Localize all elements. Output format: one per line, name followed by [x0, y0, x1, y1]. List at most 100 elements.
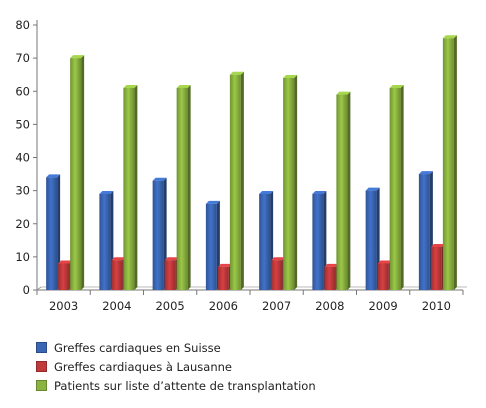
- bar: [365, 187, 380, 290]
- bar: [283, 75, 298, 290]
- bar-top: [205, 200, 220, 204]
- y-tick-label: 10: [15, 250, 30, 264]
- bar-side: [323, 190, 327, 290]
- bar-front: [123, 87, 135, 290]
- bar-front: [58, 263, 70, 290]
- legend-swatch-lausanne: [36, 361, 47, 372]
- x-tick-label: 2003: [49, 299, 78, 313]
- bar-front: [111, 260, 123, 290]
- legend-swatch-suisse: [36, 342, 47, 353]
- bar: [70, 55, 85, 290]
- bar: [430, 243, 445, 290]
- x-tick-label: 2005: [155, 299, 184, 313]
- bar-top: [70, 55, 85, 59]
- bar-front: [365, 190, 377, 290]
- y-tick-label: 40: [15, 151, 30, 165]
- y-tick-label: 0: [23, 283, 30, 297]
- bar-side: [57, 174, 61, 290]
- bar: [176, 84, 191, 290]
- bar-front: [46, 177, 58, 290]
- bar-top: [430, 243, 445, 247]
- legend: Greffes cardiaques en Suisse Greffes car…: [36, 338, 316, 395]
- bar: [217, 263, 232, 290]
- x-tick-label: 2010: [422, 299, 451, 313]
- bar: [418, 171, 433, 290]
- bar-side: [400, 84, 404, 290]
- bar-front: [324, 266, 336, 290]
- bar-top: [442, 35, 457, 39]
- bar-top: [152, 177, 167, 181]
- bar-top: [58, 260, 73, 264]
- y-tick-label: 60: [15, 84, 30, 98]
- bar-top: [123, 84, 138, 88]
- bar-top: [176, 84, 191, 88]
- bar: [123, 84, 138, 290]
- bar: [259, 190, 274, 290]
- bar-front: [271, 260, 283, 290]
- bar-front: [217, 266, 229, 290]
- bar-front: [259, 193, 271, 290]
- bar-top: [259, 190, 274, 194]
- bar: [205, 200, 220, 290]
- bar: [99, 190, 114, 290]
- legend-item-waiting-list: Patients sur liste d’attente de transpla…: [36, 376, 316, 395]
- bar-front: [99, 193, 111, 290]
- bar-top: [365, 187, 380, 191]
- bar: [336, 91, 351, 290]
- y-tick-label: 20: [15, 217, 30, 231]
- bar: [58, 260, 73, 290]
- bar-side: [453, 35, 457, 290]
- bar: [46, 174, 61, 290]
- y-tick-label: 30: [15, 184, 30, 198]
- bar: [271, 257, 286, 290]
- bar-front: [336, 94, 348, 290]
- legend-swatch-waiting-list: [36, 380, 47, 391]
- bar: [111, 257, 126, 290]
- bar-front: [418, 174, 430, 290]
- bar: [389, 84, 404, 290]
- bar-top: [229, 71, 244, 75]
- bar-front: [377, 263, 389, 290]
- bar-top: [336, 91, 351, 95]
- bar-top: [377, 260, 392, 264]
- legend-item-suisse: Greffes cardiaques en Suisse: [36, 338, 316, 357]
- bar-top: [99, 190, 114, 194]
- bar-front: [283, 78, 295, 290]
- legend-label-lausanne: Greffes cardiaques à Lausanne: [54, 359, 232, 374]
- bar: [312, 190, 327, 290]
- y-tick-label: 70: [15, 51, 30, 65]
- bar-top: [418, 171, 433, 175]
- floor-edge: [36, 286, 42, 291]
- x-tick-label: 2009: [368, 299, 397, 313]
- bar: [152, 177, 167, 290]
- bar-front: [70, 58, 82, 290]
- bar-front: [229, 74, 241, 290]
- bar: [377, 260, 392, 290]
- bar-top: [111, 257, 126, 261]
- bar-top: [46, 174, 61, 178]
- bar: [442, 35, 457, 290]
- legend-label-suisse: Greffes cardiaques en Suisse: [54, 340, 221, 355]
- bar-side: [134, 84, 138, 290]
- y-tick-label: 50: [15, 117, 30, 131]
- x-tick-label: 2004: [102, 299, 131, 313]
- bar: [229, 71, 244, 290]
- bar-side: [240, 71, 244, 290]
- bar-front: [152, 180, 164, 290]
- bar-front: [430, 246, 442, 290]
- x-tick-label: 2007: [262, 299, 291, 313]
- bar-top: [283, 75, 298, 78]
- bar-side: [187, 84, 191, 290]
- bar-front: [205, 203, 217, 290]
- bar-front: [389, 87, 401, 290]
- legend-item-lausanne: Greffes cardiaques à Lausanne: [36, 357, 316, 376]
- bar-top: [271, 257, 286, 261]
- bar-side: [294, 75, 298, 290]
- bar-front: [442, 38, 454, 290]
- bar-side: [81, 55, 85, 290]
- bar-top: [389, 84, 404, 88]
- bar-front: [164, 260, 176, 290]
- bar-top: [217, 263, 232, 267]
